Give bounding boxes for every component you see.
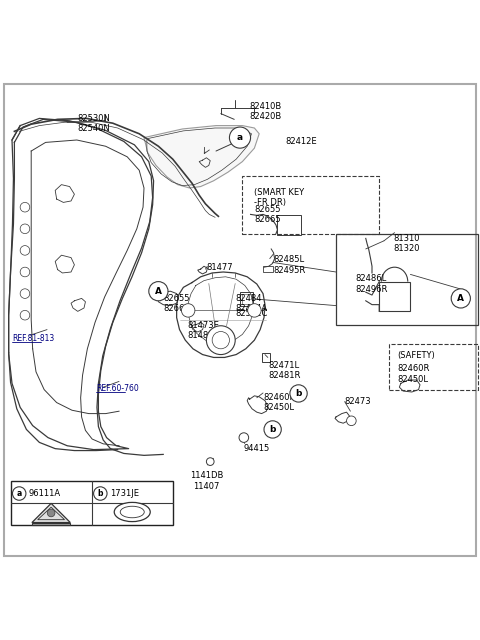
Polygon shape	[32, 503, 70, 522]
Text: 82473: 82473	[345, 397, 371, 406]
Circle shape	[206, 458, 214, 465]
Text: (SAFETY): (SAFETY)	[397, 351, 435, 360]
Text: 82655
82665: 82655 82665	[254, 205, 281, 224]
Circle shape	[290, 385, 307, 402]
Text: 96111A: 96111A	[29, 489, 61, 498]
Text: 82655
82665: 82655 82665	[163, 294, 190, 313]
Text: 81477: 81477	[206, 262, 233, 272]
Text: 82410B
82420B: 82410B 82420B	[250, 102, 282, 121]
Text: a: a	[17, 489, 22, 498]
Text: 82530N
82540N: 82530N 82540N	[77, 113, 110, 133]
Bar	[242, 294, 252, 304]
Text: A: A	[457, 294, 464, 303]
Text: 1731JE: 1731JE	[110, 489, 139, 498]
Text: 81473E
81481B: 81473E 81481B	[187, 321, 219, 340]
Text: 1141DB
11407: 1141DB 11407	[190, 471, 223, 491]
Bar	[336, 234, 478, 325]
Circle shape	[212, 332, 229, 349]
Bar	[242, 176, 379, 234]
Circle shape	[451, 289, 470, 308]
Bar	[389, 344, 478, 390]
Text: REF.60-760: REF.60-760	[96, 383, 139, 393]
Circle shape	[229, 127, 251, 148]
Circle shape	[347, 416, 356, 426]
Text: 82460R
82450L: 82460R 82450L	[397, 364, 430, 383]
Polygon shape	[144, 125, 259, 188]
Circle shape	[248, 303, 261, 317]
Bar	[262, 353, 270, 362]
Bar	[263, 266, 273, 272]
Text: 81310
81320: 81310 81320	[394, 234, 420, 253]
Circle shape	[239, 433, 249, 442]
Ellipse shape	[114, 502, 150, 522]
Bar	[277, 215, 301, 234]
Text: (SMART KEY
-FR DR): (SMART KEY -FR DR)	[254, 188, 304, 207]
Text: 94415: 94415	[244, 444, 270, 453]
Bar	[32, 522, 70, 525]
Circle shape	[94, 487, 107, 500]
Text: b: b	[97, 489, 103, 498]
Bar	[11, 481, 173, 525]
Text: 82412E: 82412E	[286, 137, 317, 146]
Text: 82486L
82496R: 82486L 82496R	[355, 275, 387, 294]
Text: 82485L
82495R: 82485L 82495R	[274, 255, 306, 275]
Circle shape	[264, 421, 281, 438]
Text: a: a	[237, 133, 243, 142]
Text: 82471L
82481R: 82471L 82481R	[269, 361, 301, 380]
Circle shape	[206, 326, 235, 355]
Circle shape	[181, 303, 195, 317]
Circle shape	[12, 487, 26, 500]
Text: b: b	[269, 425, 276, 434]
Circle shape	[47, 509, 55, 517]
Text: b: b	[295, 389, 302, 398]
Bar	[379, 282, 410, 312]
Bar	[240, 292, 253, 306]
Text: 82531C: 82531C	[235, 309, 267, 319]
Ellipse shape	[120, 506, 144, 518]
Text: A: A	[155, 287, 162, 296]
Text: 82460R
82450L: 82460R 82450L	[263, 393, 295, 412]
Text: REF.81-813: REF.81-813	[12, 333, 54, 343]
Circle shape	[149, 282, 168, 301]
Text: 82484
82494A: 82484 82494A	[235, 294, 267, 313]
